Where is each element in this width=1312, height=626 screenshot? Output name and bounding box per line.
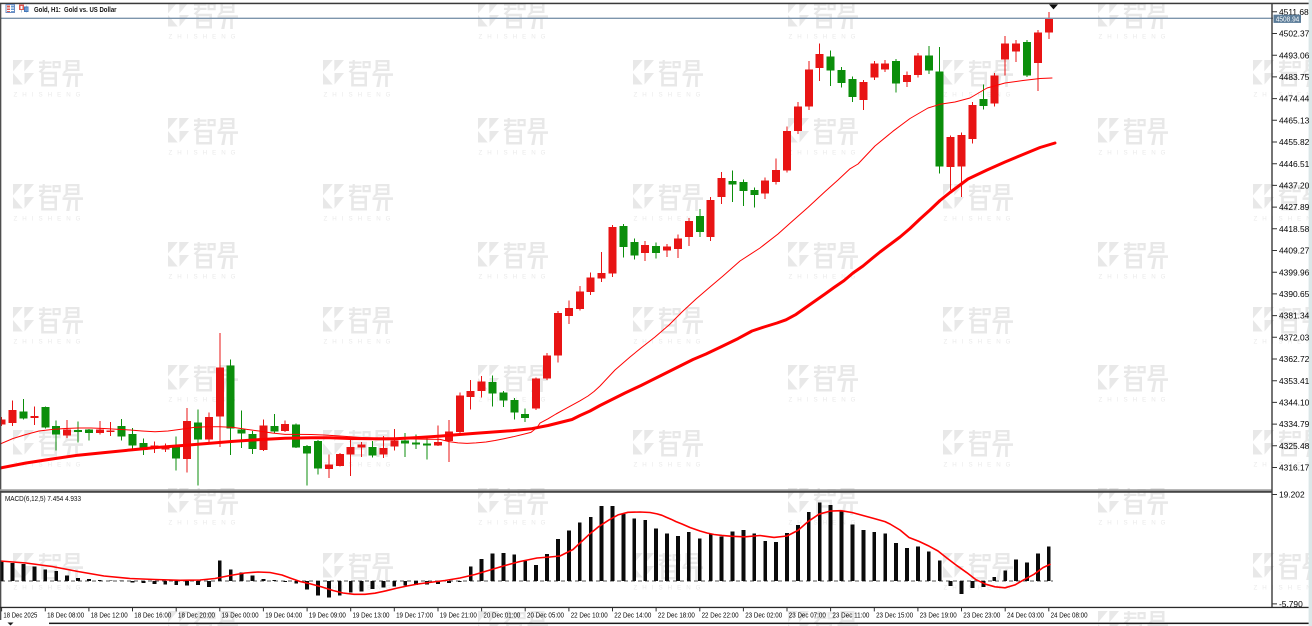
svg-text:4390.65: 4390.65: [1279, 289, 1310, 299]
svg-text:4427.89: 4427.89: [1279, 202, 1310, 212]
svg-text:4316.17: 4316.17: [1279, 463, 1310, 473]
svg-text:18 Dec 16:00: 18 Dec 16:00: [134, 610, 171, 619]
svg-text:4381.34: 4381.34: [1279, 311, 1310, 321]
svg-text:23 Dec 11:00: 23 Dec 11:00: [832, 610, 869, 619]
svg-text:20 Dec 05:00: 20 Dec 05:00: [527, 610, 564, 619]
svg-text:22 Dec 10:00: 22 Dec 10:00: [571, 610, 608, 619]
svg-text:19 Dec 00:00: 19 Dec 00:00: [222, 610, 259, 619]
svg-text:23 Dec 15:00: 23 Dec 15:00: [876, 610, 913, 619]
svg-text:4353.41: 4353.41: [1279, 376, 1310, 386]
svg-text:18 Dec 2025: 18 Dec 2025: [3, 610, 37, 619]
svg-text:4483.75: 4483.75: [1279, 72, 1310, 82]
svg-text:4409.27: 4409.27: [1279, 246, 1310, 256]
svg-text:19 Dec 09:00: 19 Dec 09:00: [309, 610, 346, 619]
svg-text:22 Dec 14:00: 22 Dec 14:00: [614, 610, 651, 619]
svg-text:23 Dec 07:00: 23 Dec 07:00: [789, 610, 826, 619]
svg-text:4493.06: 4493.06: [1279, 50, 1310, 60]
svg-text:4334.79: 4334.79: [1279, 419, 1310, 429]
svg-text:4455.82: 4455.82: [1279, 137, 1310, 147]
svg-text:4372.03: 4372.03: [1279, 332, 1310, 342]
svg-text:4465.13: 4465.13: [1279, 115, 1310, 125]
svg-text:4511.68: 4511.68: [1279, 7, 1309, 17]
svg-text:23 Dec 02:00: 23 Dec 02:00: [745, 610, 782, 619]
svg-text:4508.94: 4508.94: [1276, 14, 1300, 23]
svg-text:20 Dec 01:00: 20 Dec 01:00: [483, 610, 520, 619]
svg-text:19 Dec 21:00: 19 Dec 21:00: [440, 610, 477, 619]
svg-text:4502.37: 4502.37: [1279, 29, 1310, 39]
svg-text:24 Dec 08:00: 24 Dec 08:00: [1051, 610, 1088, 619]
svg-text:19 Dec 04:00: 19 Dec 04:00: [265, 610, 302, 619]
svg-text:22 Dec 18:00: 22 Dec 18:00: [658, 610, 695, 619]
svg-text:-5.790: -5.790: [1279, 599, 1303, 609]
svg-text:23 Dec 23:00: 23 Dec 23:00: [963, 610, 1000, 619]
svg-text:4418.58: 4418.58: [1279, 224, 1310, 234]
svg-text:Gold, H1: Gold vs. US Dollar: Gold, H1: Gold vs. US Dollar: [34, 5, 117, 14]
svg-text:4325.48: 4325.48: [1279, 441, 1310, 451]
svg-text:4474.44: 4474.44: [1279, 94, 1310, 104]
svg-text:4344.10: 4344.10: [1279, 398, 1310, 408]
svg-text:18 Dec 12:00: 18 Dec 12:00: [91, 610, 128, 619]
svg-text:18 Dec 08:00: 18 Dec 08:00: [47, 610, 84, 619]
svg-text:4399.96: 4399.96: [1279, 267, 1310, 277]
svg-text:22 Dec 22:00: 22 Dec 22:00: [702, 610, 739, 619]
svg-text:19.202: 19.202: [1279, 490, 1305, 500]
svg-text:MACD(6,12,5) 7.454 4.933: MACD(6,12,5) 7.454 4.933: [5, 494, 81, 503]
svg-text:23 Dec 19:00: 23 Dec 19:00: [920, 610, 957, 619]
svg-text:18 Dec 20:00: 18 Dec 20:00: [178, 610, 215, 619]
svg-text:24 Dec 03:00: 24 Dec 03:00: [1007, 610, 1044, 619]
svg-text:4437.20: 4437.20: [1279, 181, 1310, 191]
svg-text:19 Dec 17:00: 19 Dec 17:00: [396, 610, 433, 619]
svg-text:4362.72: 4362.72: [1279, 354, 1310, 364]
svg-text:19 Dec 13:00: 19 Dec 13:00: [353, 610, 390, 619]
svg-text:4446.51: 4446.51: [1279, 159, 1310, 169]
